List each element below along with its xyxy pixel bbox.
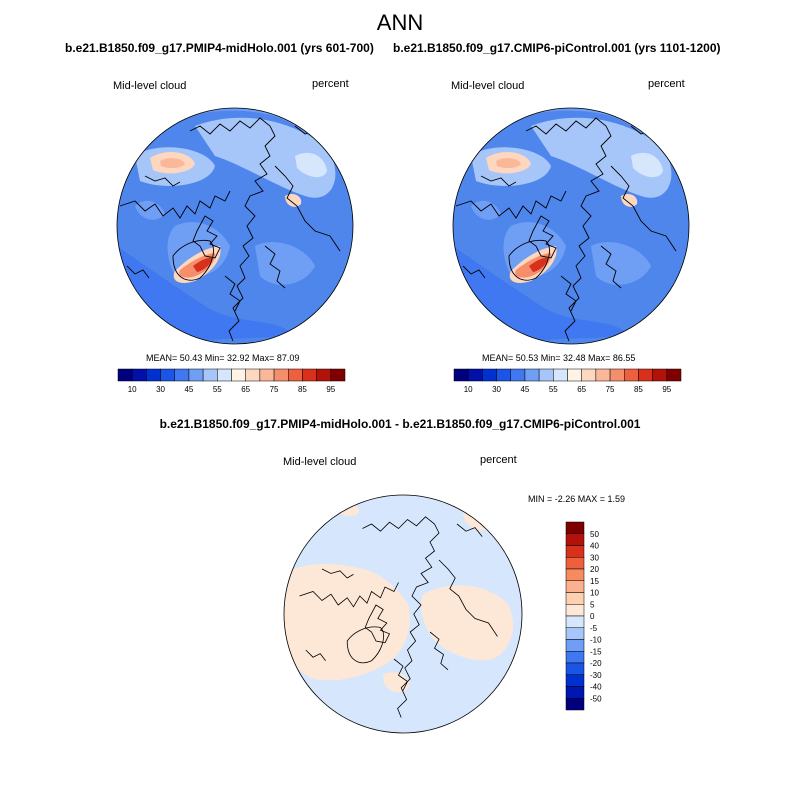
colorbar-swatch [146,368,161,382]
colorbar-swatch [565,592,585,605]
colorbar-swatch [624,368,639,382]
colorbar-swatch [565,639,585,652]
left-units-label: percent [312,78,349,90]
colorbar-tick-label: 85 [634,385,643,394]
colorbar-swatch [595,368,611,382]
colorbar-swatch [581,368,597,382]
colorbar-tick-label: 45 [520,385,529,394]
left-case-title: b.e21.B1850.f09_g17.PMIP4-midHolo.001 (y… [65,41,374,55]
colorbar-swatch [302,368,317,382]
colorbar-tick-label: 75 [606,385,615,394]
colorbar-swatch [131,368,147,382]
colorbar-swatch [565,662,585,675]
diff-stats: MIN = -2.26 MAX = 1.59 [528,494,626,504]
right-variable-label: Mid-level cloud [451,80,525,92]
colorbar-swatch [553,368,568,382]
colorbar-tick-label: -15 [590,647,602,656]
colorbar-swatch [565,580,585,593]
colorbar-swatch [453,368,469,382]
colorbar-swatch [538,368,554,382]
colorbar-swatch [565,557,585,570]
colorbar-swatch [565,674,585,687]
colorbar-swatch [117,368,133,382]
colorbar-swatch [496,368,511,382]
colorbar-swatch [565,533,585,546]
colorbar-tick-label: 5 [590,600,595,609]
colorbar-tick-label: 30 [156,385,165,394]
colorbar-tick-label: -10 [590,636,602,645]
colorbar-swatch [652,368,668,382]
colorbar-tick-label: 10 [464,385,473,394]
colorbar-swatch [231,368,246,382]
right-units-label: percent [648,78,685,90]
diff-polar-map [283,494,523,734]
colorbar-swatch [666,368,682,382]
diff-case-title: b.e21.B1850.f09_g17.PMIP4-midHolo.001 - … [159,417,641,431]
colorbar-swatch [482,368,497,382]
colorbar-swatch [567,368,582,382]
page-title: ANN [376,10,424,35]
colorbar-swatch [565,545,585,558]
colorbar-tick-label: 45 [184,385,193,394]
colorbar-swatch [565,651,585,664]
colorbar-tick-label: -20 [590,659,602,668]
colorbar-tick-label: 30 [492,385,501,394]
colorbar-swatch [316,368,332,382]
colorbar-tick-label: 0 [590,612,595,621]
colorbar-tick-label: -30 [590,671,602,680]
colorbar-tick-label: 10 [128,385,137,394]
colorbar-swatch [259,368,275,382]
colorbar-tick-label: 15 [590,577,599,586]
left-colorbar: 10 30 45 55 65 75 85 95 [117,368,346,394]
colorbar-swatch [202,368,218,382]
colorbar-tick-label: 75 [270,385,279,394]
colorbar-swatch [565,604,585,617]
colorbar-swatch [245,368,261,382]
colorbar-swatch [565,698,585,711]
left-stats: MEAN= 50.43 Min= 32.92 Max= 87.09 [146,353,300,363]
colorbar-swatch [609,368,625,382]
right-case-title: b.e21.B1850.f09_g17.CMIP6-piControl.001 … [393,41,721,55]
colorbar-tick-label: 55 [549,385,558,394]
right-stats: MEAN= 50.53 Min= 32.48 Max= 86.55 [482,353,636,363]
colorbar-swatch [565,615,585,628]
colorbar-swatch [288,368,303,382]
colorbar-swatch [565,627,585,640]
right-colorbar: 10 30 45 55 65 75 85 95 [453,368,682,394]
colorbar-swatch [565,686,585,699]
colorbar-tick-label: 85 [298,385,307,394]
colorbar-tick-label: 65 [241,385,250,394]
colorbar-swatch [188,368,204,382]
colorbar-swatch [330,368,346,382]
colorbar-tick-label: -50 [590,694,602,703]
colorbar-tick-label: 40 [590,542,599,551]
colorbar-swatch [524,368,540,382]
colorbar-tick-label: 55 [213,385,222,394]
colorbar-tick-label: 95 [326,385,335,394]
diff-units-label: percent [480,454,517,466]
colorbar-swatch [467,368,483,382]
colorbar-tick-label: 20 [590,565,599,574]
colorbar-tick-label: 65 [577,385,586,394]
colorbar-swatch [217,368,232,382]
left-variable-label: Mid-level cloud [113,80,187,92]
colorbar-swatch [273,368,289,382]
colorbar-tick-label: 50 [590,530,599,539]
right-polar-map [452,107,690,345]
diff-variable-label: Mid-level cloud [283,456,357,468]
colorbar-tick-label: 10 [590,589,599,598]
colorbar-swatch [160,368,175,382]
colorbar-tick-label: 95 [662,385,671,394]
colorbar-swatch [174,368,190,382]
colorbar-swatch [510,368,526,382]
colorbar-tick-label: -5 [590,624,598,633]
colorbar-swatch [565,521,585,534]
colorbar-tick-label: 30 [590,553,599,562]
colorbar-tick-label: -40 [590,683,602,692]
left-polar-map [116,107,354,345]
colorbar-swatch [638,368,653,382]
colorbar-swatch [565,568,585,581]
